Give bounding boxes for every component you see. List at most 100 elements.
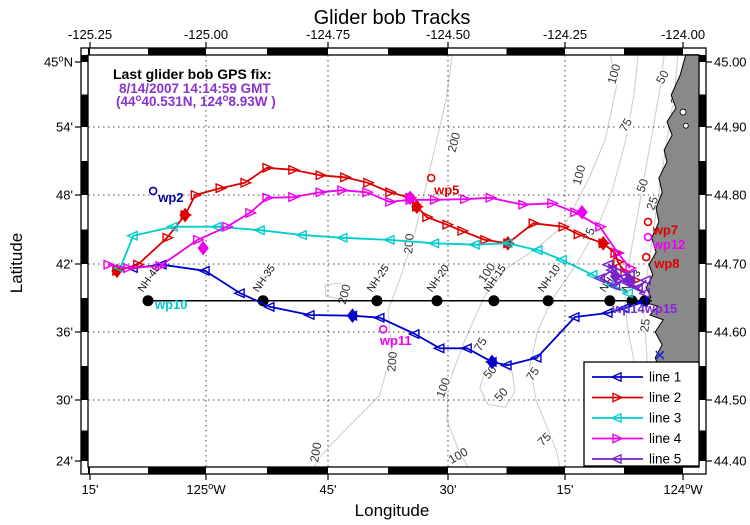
triangle-right-marker — [613, 256, 626, 268]
triangle-right-marker — [625, 262, 638, 274]
frame-stripe — [506, 48, 565, 55]
station-label: NH-35 — [251, 263, 278, 295]
legend-entry-label: line 5 — [649, 452, 681, 467]
triangle-right-marker — [422, 211, 435, 223]
contour-line-200 — [313, 54, 453, 468]
legend-box — [583, 361, 700, 467]
triangle-left-marker — [294, 229, 307, 241]
triangle-left-marker — [500, 238, 513, 249]
contour-depth-label: 75 — [616, 115, 635, 134]
triangle-left-marker — [372, 312, 385, 323]
frame-stripe — [81, 94, 88, 127]
triangle-left-marker — [335, 232, 348, 244]
waypoint-label-wp8: wp8 — [653, 256, 679, 271]
contour-depth-label: 100 — [446, 444, 471, 466]
triangle-right-marker — [337, 184, 350, 196]
station-dot-NH-5 — [604, 295, 616, 307]
legend-entry-line-4: line 4 — [592, 431, 682, 446]
axis-tick-label-top: -124.50 — [426, 27, 470, 42]
triangle-right-marker — [595, 221, 608, 233]
triangle-left-icon — [610, 412, 622, 424]
triangle-left-marker — [209, 221, 222, 233]
triangle-left-marker — [262, 301, 275, 313]
frame-stripe — [699, 366, 706, 400]
frame-stripe — [267, 467, 328, 474]
triangle-right-marker — [613, 247, 626, 259]
triangle-right-marker — [315, 170, 328, 181]
y-axis-title: Latitude — [7, 233, 26, 294]
axis-tick-label-right: 44.90 — [714, 120, 747, 135]
axis-tick-label-left: 36' — [56, 325, 73, 340]
axis-tick-label-top: -125.25 — [68, 27, 112, 42]
waypoint-label-wp12: wp12 — [652, 237, 686, 252]
frame-stripe — [506, 467, 565, 474]
triangle-right-marker — [215, 182, 228, 194]
triangle-right-marker — [262, 162, 275, 174]
contour-depth-label: 200 — [335, 282, 354, 305]
triangle-left-marker — [407, 328, 420, 340]
contour-depth-label: 200 — [384, 351, 400, 372]
triangle-left-marker — [459, 343, 472, 354]
triangle-left-marker — [232, 287, 245, 299]
triangle-right-marker — [547, 198, 560, 209]
frame-stripe — [81, 366, 88, 400]
frame-stripe — [388, 467, 448, 474]
axis-tick-label-top: -124.75 — [306, 27, 350, 42]
triangle-right-marker — [362, 187, 375, 198]
axis-tick-label-right: 44.80 — [714, 188, 747, 203]
waypoint-label-wp7: wp7 — [652, 222, 678, 237]
triangle-right-marker — [480, 234, 493, 246]
contour-depth-label: 75 — [535, 429, 555, 449]
axis-tick-label-right: 44.60 — [714, 325, 747, 340]
triangle-right-marker — [103, 259, 116, 270]
frame-stripe — [81, 161, 88, 195]
frame-stripe — [699, 229, 706, 264]
track-series-2 — [111, 162, 643, 286]
axis-tick-label-bottom: 15' — [557, 482, 574, 497]
triangle-left-marker — [252, 224, 265, 236]
triangle-left-marker — [165, 221, 178, 233]
triangle-left-marker — [382, 234, 395, 246]
frame-stripe — [81, 229, 88, 264]
legend-entry-line-2: line 2 — [592, 390, 681, 405]
triangle-left-marker — [638, 275, 651, 286]
triangle-right-marker — [460, 193, 473, 205]
waypoint-label-wp2: wp2 — [157, 190, 183, 205]
axis-tick-label-right: 44.40 — [714, 454, 747, 469]
frame-stripe — [699, 161, 706, 195]
frame-stripe — [81, 55, 88, 62]
frame-outer — [80, 47, 707, 475]
triangle-right-marker — [457, 225, 470, 237]
waypoint-diamond — [197, 240, 209, 256]
frame-stripe — [81, 430, 88, 461]
triangle-right-marker — [485, 192, 498, 204]
axis-tick-label-bottom: 15' — [82, 482, 99, 497]
waypoint-marker-wp12 — [643, 232, 653, 242]
triangle-right-marker — [123, 262, 136, 274]
gps-fix-timestamp: 8/14/2007 14:14:59 GMT — [119, 81, 271, 96]
triangle-left-marker — [593, 273, 606, 284]
contour-depth-label: 100 — [570, 163, 589, 186]
triangle-right-marker — [363, 177, 376, 189]
triangle-right-marker — [518, 199, 531, 210]
waypoint-marker-wp2 — [148, 186, 158, 196]
waypoint-marker-wp8 — [641, 252, 651, 262]
frame-stripe — [267, 48, 328, 55]
waypoint-marker-wp11 — [378, 324, 388, 334]
frame-stripe — [699, 298, 706, 332]
track-series-5 — [593, 259, 651, 299]
station-dot-NH-45 — [142, 295, 154, 307]
x-axis-title: Longitude — [355, 501, 430, 520]
track-line-2 — [116, 166, 636, 281]
axis-tick-label-left: 45oN — [44, 54, 73, 70]
axis-tick-label-left: 54' — [56, 120, 73, 135]
triangle-left-marker — [530, 244, 543, 256]
triangle-right-marker — [558, 221, 571, 233]
waypoint-diamond — [486, 354, 498, 370]
waypoint-label-wp5: wp5 — [433, 182, 459, 197]
triangle-left-icon — [610, 453, 622, 465]
waypoint-diamond — [624, 273, 636, 289]
contour-depth-label: 200 — [445, 130, 464, 153]
